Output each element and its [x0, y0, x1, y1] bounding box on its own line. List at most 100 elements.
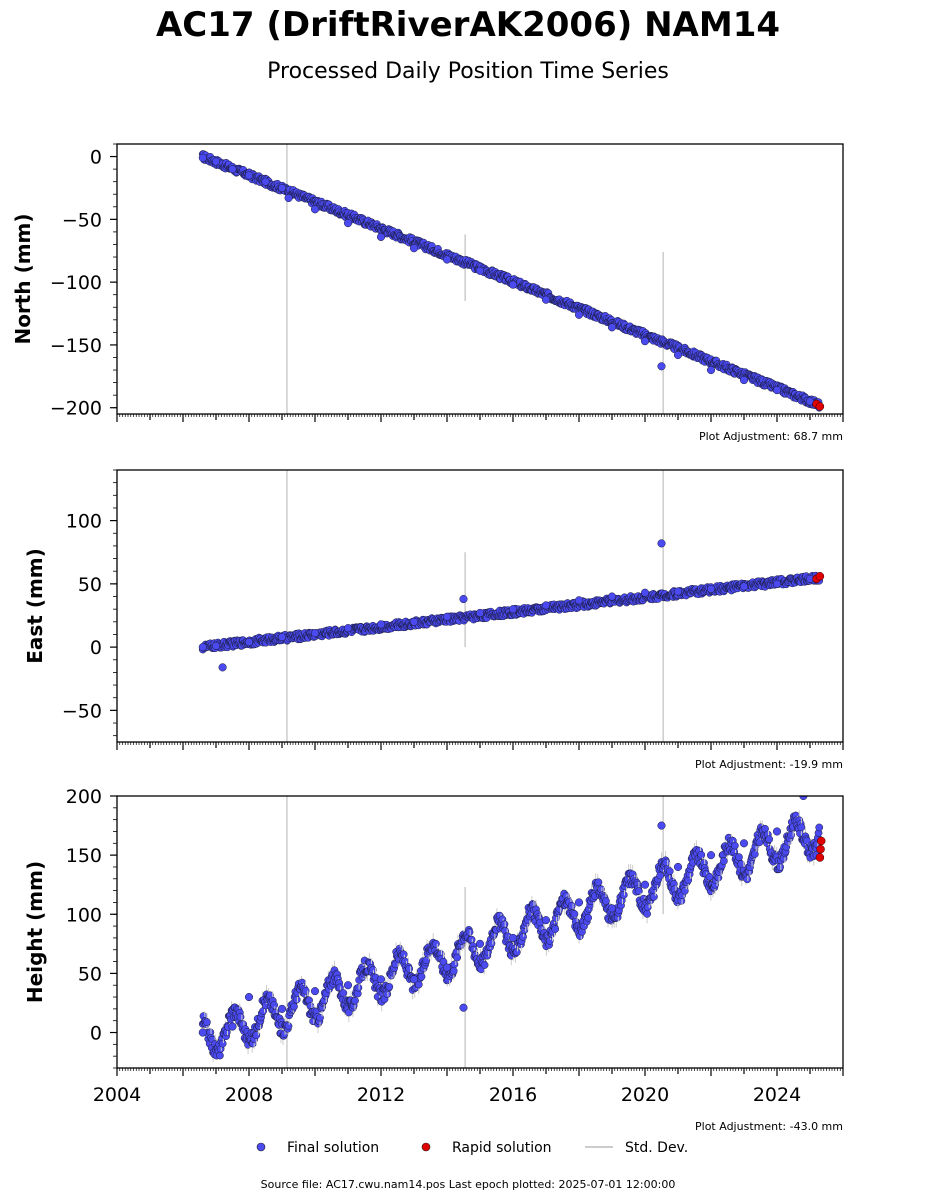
plot-adjustment: Plot Adjustment: -19.9 mm [695, 758, 843, 771]
panel-1: 100 50 0 −50 East (mm) Plot Adjustment: -19.9… [23, 469, 844, 771]
final-point [376, 975, 386, 984]
legend: Final solution Rapid solution Std. Dev. [256, 1140, 688, 1156]
legend-final-label: Final solution [287, 1140, 379, 1156]
final-point [343, 219, 353, 228]
final-point [673, 862, 683, 872]
final-point [244, 638, 254, 647]
plot-area [198, 470, 825, 742]
final-point [475, 939, 485, 948]
final-point [650, 892, 658, 901]
y-tick-label: 0 [90, 1023, 102, 1045]
final-point [310, 987, 320, 996]
final-point [277, 1004, 287, 1013]
panels: 0 −50 −100 −150 −200 North (mm) Plot Adjustmen… [11, 143, 844, 1133]
final-point [203, 1018, 211, 1026]
final-point [772, 386, 782, 395]
final-point [657, 362, 666, 371]
final-point [508, 605, 518, 614]
final-point [409, 975, 419, 984]
final-point [657, 821, 666, 830]
final-point [339, 989, 348, 997]
plot-adjustment: Plot Adjustment: 68.7 mm [699, 430, 843, 443]
footer-source: Source file: AC17.cwu.nam14.pos Last epo… [261, 1178, 676, 1191]
final-point [797, 823, 806, 832]
final-point [570, 910, 579, 918]
final-point [697, 850, 706, 859]
final-point [216, 1051, 224, 1060]
final-point [541, 601, 551, 610]
final-point [662, 858, 671, 867]
final-point [541, 916, 551, 925]
y-tick-label: 200 [66, 786, 102, 808]
final-point [705, 872, 714, 881]
final-point [574, 898, 584, 907]
final-point [731, 841, 739, 850]
rapid-point [816, 844, 825, 854]
final-point [450, 960, 459, 969]
final-point [211, 641, 221, 650]
final-point [584, 913, 592, 922]
final-point [512, 948, 521, 956]
final-point [519, 933, 527, 941]
final-point [475, 608, 485, 618]
final-point [706, 851, 716, 860]
final-point [198, 153, 207, 162]
final-point [735, 853, 743, 861]
plot-frame [116, 469, 844, 743]
final-point [405, 964, 414, 973]
x-tick-label: 2024 [753, 1084, 801, 1106]
final-point [343, 981, 353, 990]
y-tick-label: 50 [78, 963, 102, 985]
final-point [772, 579, 782, 588]
final-point [284, 1022, 293, 1030]
final-point [354, 983, 363, 992]
y-axis-label: Height (mm) [23, 861, 47, 1003]
figure-subtitle: Processed Daily Position Time Series [267, 59, 669, 84]
final-point [602, 897, 610, 905]
final-point [750, 850, 759, 858]
final-point [409, 617, 419, 626]
final-point [284, 193, 293, 203]
final-point [665, 867, 674, 876]
final-point [541, 295, 551, 304]
final-point [567, 901, 576, 910]
final-point [755, 838, 764, 847]
legend-rapid-marker [421, 1142, 431, 1152]
y-tick-label: 150 [66, 845, 102, 867]
final-point [673, 350, 683, 360]
final-point [277, 183, 287, 193]
x-tick-label: 2020 [621, 1084, 669, 1106]
rapid-point [815, 853, 825, 862]
final-point [508, 933, 518, 942]
final-point [643, 910, 651, 918]
final-point [228, 165, 237, 174]
final-point [442, 963, 452, 972]
final-point [449, 967, 458, 975]
final-point [432, 939, 440, 948]
x-tick-label: 2012 [357, 1084, 405, 1106]
final-point [739, 839, 749, 848]
legend-final-marker [256, 1142, 266, 1152]
final-point [607, 592, 617, 601]
final-point [467, 935, 476, 944]
rapid-point [815, 402, 825, 411]
final-point [277, 632, 287, 642]
final-point [475, 266, 485, 275]
final-point [574, 596, 584, 605]
final-point [640, 337, 650, 346]
final-point [459, 1003, 468, 1012]
final-point [198, 643, 207, 652]
final-point [706, 365, 716, 375]
final-point [442, 255, 452, 264]
final-point [706, 584, 716, 593]
y-tick-label: 0 [90, 637, 102, 659]
legend-std-label: Std. Dev. [625, 1140, 688, 1156]
final-point [673, 587, 683, 596]
final-point [656, 871, 664, 880]
plot-area [198, 796, 826, 1068]
final-point [310, 629, 320, 638]
final-point [376, 620, 386, 629]
final-point [218, 663, 227, 672]
final-point [417, 972, 426, 981]
